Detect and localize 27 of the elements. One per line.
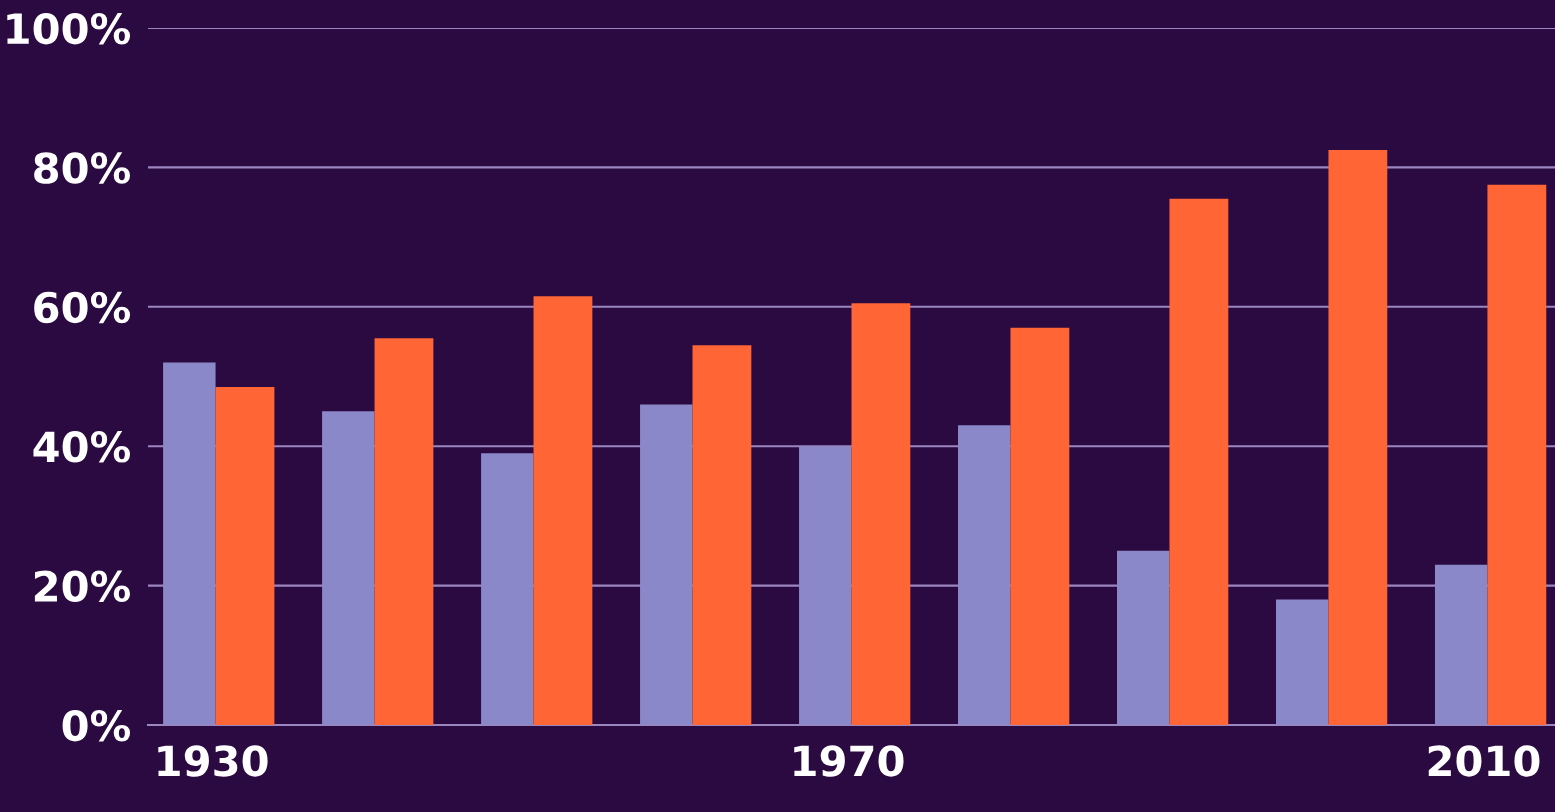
bar: [1328, 149, 1388, 725]
bar: [1117, 550, 1170, 725]
bar: [851, 303, 911, 725]
bar: [1487, 184, 1547, 725]
bar: [374, 338, 434, 725]
x-tick-label: 1930: [158, 745, 268, 777]
y-tick-label: 60%: [34, 291, 131, 324]
bar: [1275, 599, 1329, 725]
bar: [481, 453, 534, 725]
bar: [1010, 327, 1070, 725]
bar: [163, 362, 216, 725]
bar: [640, 404, 693, 725]
y-tick-label: 80%: [34, 152, 131, 184]
bar: [1434, 564, 1488, 725]
bar: [799, 446, 852, 725]
x-tick-label: 1970: [794, 745, 904, 777]
bar: [215, 386, 275, 725]
y-tick-label: 40%: [33, 431, 131, 463]
bar: [958, 425, 1011, 725]
y-tick-label: 100%: [7, 12, 131, 45]
x-tick-label: 2010: [1428, 745, 1540, 777]
bar: [1169, 198, 1229, 725]
bar: [533, 296, 593, 725]
y-tick-label: 20%: [34, 570, 131, 603]
bar: [322, 411, 375, 725]
y-tick-label: 0%: [62, 709, 131, 742]
bar: [692, 345, 752, 725]
